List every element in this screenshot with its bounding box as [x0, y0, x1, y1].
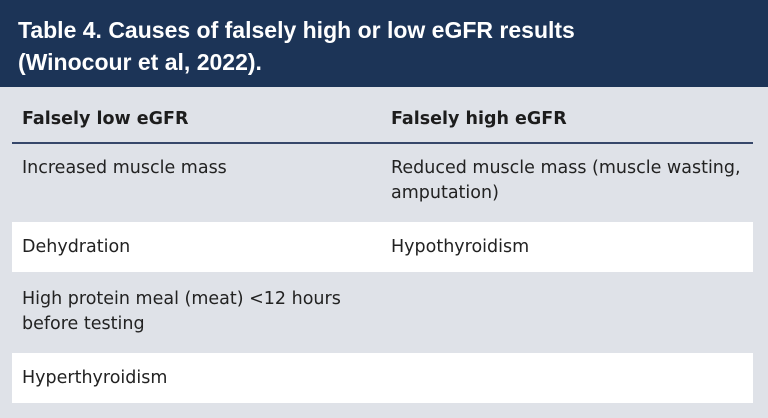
cell-falsely-low: Dehydration — [22, 237, 131, 257]
egfr-causes-table: Falsely low eGFR Falsely high eGFR Incre… — [0, 87, 768, 418]
table-row: Hyperthyroidism — [12, 353, 753, 403]
header-divider — [12, 142, 753, 144]
header-falsely-low: Falsely low eGFR — [22, 109, 189, 129]
table-header-row: Falsely low eGFR Falsely high eGFR — [0, 87, 768, 143]
table-title-bar: Table 4. Causes of falsely high or low e… — [0, 0, 768, 87]
cell-falsely-high: Reduced muscle mass (muscle wasting, amp… — [391, 158, 741, 203]
table-row: Dehydration Hypothyroidism — [12, 222, 753, 272]
table-title-line-1: Table 4. Causes of falsely high or low e… — [18, 17, 575, 43]
table-row: High protein meal (meat) <12 hours befor… — [12, 274, 753, 352]
header-falsely-high: Falsely high eGFR — [391, 109, 567, 129]
cell-falsely-high: Hypothyroidism — [391, 237, 530, 257]
cell-falsely-low: High protein meal (meat) <12 hours befor… — [22, 289, 341, 334]
cell-falsely-low: Hyperthyroidism — [22, 368, 168, 388]
cell-falsely-low: Increased muscle mass — [22, 158, 227, 178]
table-title-line-2: (Winocour et al, 2022). — [18, 49, 262, 75]
table-row: Increased muscle mass Reduced muscle mas… — [12, 144, 753, 220]
